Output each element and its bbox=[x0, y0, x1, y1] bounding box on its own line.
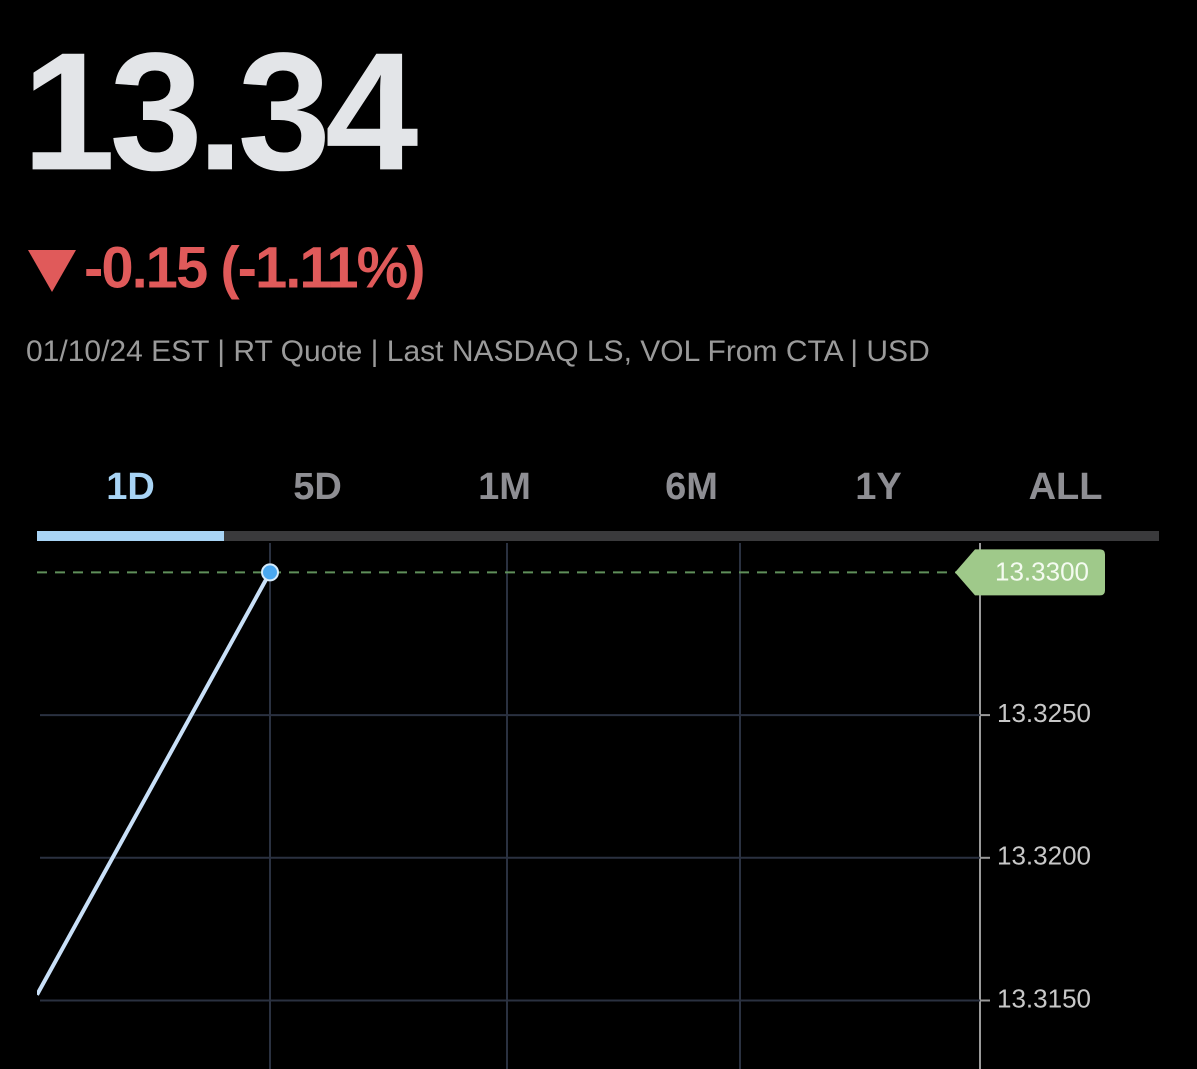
change: -0.15 (-1.11%) bbox=[84, 235, 424, 300]
down-arrow bbox=[28, 250, 76, 292]
last-point bbox=[261, 563, 279, 582]
tab[interactable]: 1Y bbox=[855, 466, 901, 508]
price-line bbox=[37, 571, 272, 996]
tab-bar bbox=[37, 531, 1159, 541]
price: 13.34 bbox=[22, 17, 418, 205]
tab[interactable]: 1M bbox=[478, 466, 531, 508]
tab-indicator bbox=[37, 531, 224, 541]
y-tick-label: 13.3150 bbox=[997, 983, 1091, 1013]
last-value-label: 13.3300 bbox=[995, 556, 1089, 586]
tab[interactable]: ALL bbox=[1029, 466, 1103, 508]
y-tick-label: 13.3250 bbox=[997, 698, 1091, 728]
tab[interactable]: 5D bbox=[293, 466, 342, 508]
y-tick-label: 13.3200 bbox=[997, 841, 1091, 871]
last-value-tag bbox=[955, 549, 1105, 596]
tab[interactable]: 1D bbox=[106, 466, 155, 508]
quote-info: 01/10/24 EST | RT Quote | Last NASDAQ LS… bbox=[26, 335, 930, 368]
tab[interactable]: 6M bbox=[665, 466, 718, 508]
